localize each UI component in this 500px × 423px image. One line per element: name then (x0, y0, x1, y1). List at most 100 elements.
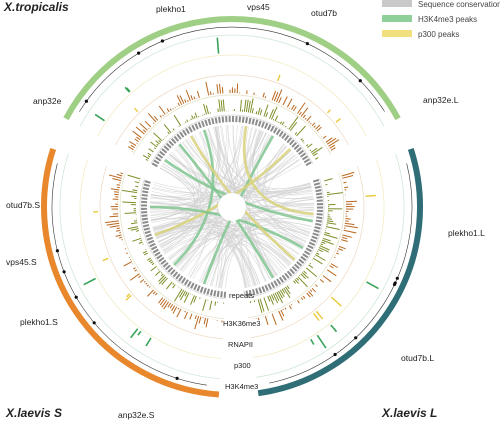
rnapii-bar (169, 108, 172, 111)
h3k4me3-peak (130, 328, 139, 339)
h3k36me3-bar (179, 290, 186, 301)
rnapii-bar (344, 222, 355, 226)
rnapii-bar (147, 289, 155, 297)
p300-peak (315, 310, 324, 320)
rnapii-bar (276, 89, 283, 103)
rnapii-bar (296, 300, 300, 304)
h3k36me3-bar (190, 118, 192, 121)
legend-label-conservation: Sequence conservation (418, 0, 500, 9)
h3k36me3-bar (122, 201, 137, 204)
gene-exon-laevisL (354, 336, 358, 340)
h3k36me3-bar (194, 112, 198, 118)
h3k36me3-bar (315, 254, 326, 261)
rnapii-bar (329, 265, 334, 269)
h3k4me3-peak (316, 334, 327, 349)
gene-label-plekho1-L: plekho1.L (448, 228, 485, 238)
h3k36me3-bar (319, 245, 330, 251)
rnapii-bar (345, 218, 351, 220)
h3k36me3-bar (156, 143, 159, 146)
legend: Sequence conservation H3K4me3 peaks p300… (382, 0, 500, 39)
h3k36me3-bar (259, 298, 265, 312)
h3k36me3-bar (193, 116, 196, 119)
conservation-link (167, 234, 287, 269)
h3k36me3-bar (259, 109, 263, 116)
rnapii-bar (322, 275, 332, 283)
h3k36me3-bar (321, 239, 334, 245)
ring-laevisL-1 (247, 172, 345, 319)
h3k36me3-bar (270, 106, 278, 120)
center-hole (218, 193, 246, 221)
species-label-laevisL: X.laevis L (381, 406, 437, 420)
rnapii-bar (142, 129, 147, 133)
rnapii-bar (126, 252, 128, 255)
conservation-link (218, 240, 291, 288)
repeats-band-trop (151, 116, 313, 168)
peak-link (173, 129, 215, 266)
rnapii-bar (171, 305, 176, 312)
repeats-band-laevisS (141, 178, 227, 298)
h3k36me3-bar (279, 289, 285, 298)
rnapii-bar (344, 186, 349, 189)
rnapii-bar (205, 81, 210, 96)
peak-link (242, 125, 314, 216)
rnapii-bar (185, 89, 191, 102)
rnapii-bar (308, 291, 314, 297)
gene-exon-laevisS (74, 295, 78, 299)
rnapii-bar (316, 126, 322, 132)
rnapii-bar (114, 191, 119, 193)
h3k36me3-bar (209, 300, 213, 311)
h3k36me3-bar (300, 273, 307, 280)
rnapii-bar (123, 261, 133, 267)
rnapii-bar (106, 222, 120, 226)
h3k36me3-bar (173, 288, 183, 302)
rnapii-bar (132, 130, 142, 139)
rnapii-bar (179, 95, 185, 104)
h3k36me3-bar (155, 270, 161, 276)
h3k36me3-bar (150, 141, 158, 148)
ring-laevisL-4 (255, 153, 405, 378)
h3k36me3-bar (158, 276, 167, 285)
rnapii-bar (342, 175, 354, 179)
h3k36me3-bar (303, 270, 307, 274)
conservation-link (184, 139, 312, 192)
rnapii-bar (296, 102, 306, 114)
h3k36me3-bar (142, 250, 148, 254)
h3k36me3-bar (307, 143, 313, 148)
h3k4me3-peak (94, 113, 105, 122)
rnapii-bar (288, 305, 292, 310)
rnapii-bar (130, 144, 135, 149)
rnapii-bar (257, 317, 260, 321)
h3k36me3-bar (148, 148, 154, 153)
rnapii-bar (109, 225, 120, 228)
h3k36me3-bar (324, 178, 333, 182)
rnapii-bar (177, 102, 180, 107)
h3k36me3-bar (300, 138, 303, 141)
rnapii-bar (153, 115, 159, 121)
h3k36me3-bar (158, 275, 165, 282)
gene-exon-trop (137, 51, 141, 55)
h3k36me3-bar (274, 292, 280, 302)
h3k36me3-bar (154, 147, 157, 150)
h3k36me3-bar (166, 281, 173, 290)
rnapii-bar (172, 108, 174, 110)
rnapii-bar (313, 125, 316, 128)
conservation-link (169, 153, 312, 194)
h3k36me3-bar (130, 228, 139, 231)
rnapii-bar (128, 146, 134, 151)
p300-peak (277, 74, 281, 82)
h3k36me3-bar (309, 149, 312, 152)
gene-exon-trop (358, 79, 362, 83)
h3k36me3-bar (239, 99, 242, 112)
rnapii-bar (162, 114, 164, 117)
gene-label-plekho1: plekho1 (156, 4, 186, 14)
gene-label-anp32e: anp32e (33, 96, 62, 106)
h3k36me3-bar (281, 288, 286, 294)
h3k4me3-peak (124, 86, 130, 93)
h3k36me3-bar (297, 276, 308, 288)
rnapii-bar (133, 267, 136, 270)
rnapii-bar (338, 245, 346, 250)
h3k36me3-bar (178, 289, 185, 298)
rnapii-bar (112, 178, 122, 182)
ring-trop-0 (150, 114, 314, 164)
h3k36me3-bar (283, 287, 291, 299)
